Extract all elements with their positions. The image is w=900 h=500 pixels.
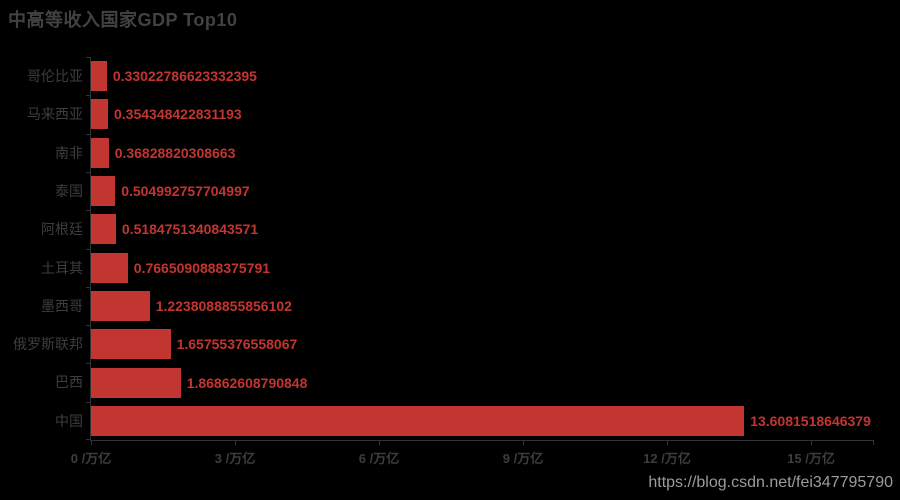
bar-value-label: 0.33022786623332395: [112, 68, 257, 85]
y-axis-tick: [86, 133, 91, 135]
bar-value-label: 0.354348422831193: [114, 106, 242, 123]
x-axis-tick: [523, 440, 524, 445]
y-axis-category-label: 巴西: [55, 374, 83, 391]
y-axis-tick: [86, 248, 91, 250]
y-axis-tick: [86, 286, 91, 288]
y-axis-tick: [86, 171, 91, 173]
x-axis-tick-label: 6 /万亿: [358, 451, 400, 466]
y-axis-category-label: 阿根廷: [41, 221, 83, 238]
y-axis-tick: [86, 95, 91, 97]
y-axis-tick: [86, 325, 91, 327]
y-axis-category-label: 俄罗斯联邦: [13, 336, 83, 353]
bar-value-label: 0.36828820308663: [114, 144, 236, 161]
x-axis-tick-label: 9 /万亿: [502, 451, 544, 466]
y-axis-category-label: 土耳其: [41, 259, 83, 276]
bar-南非[interactable]: [91, 137, 109, 168]
bar-value-label: 0.5184751340843571: [121, 221, 259, 238]
bar-马来西亚[interactable]: [91, 99, 108, 130]
x-axis-tick-label: 3 /万亿: [214, 451, 256, 466]
y-axis-category-label: 哥伦比亚: [27, 68, 83, 84]
bar-value-label: 1.65755376558067: [176, 336, 298, 353]
bar-哥伦比亚[interactable]: [91, 61, 107, 92]
y-axis-category-label: 墨西哥: [41, 297, 83, 314]
bar-巴西[interactable]: [91, 367, 181, 398]
y-axis-tick: [86, 210, 91, 212]
x-axis-tick: [811, 440, 812, 445]
bar-阿根廷[interactable]: [91, 214, 116, 245]
y-axis-tick: [86, 401, 91, 403]
y-axis-category-label: 马来西亚: [27, 106, 83, 123]
bar-土耳其[interactable]: [91, 252, 128, 283]
plot-area: 哥伦比亚 0.33022786623332395 马来西亚 0.35434842283…: [13, 57, 874, 466]
bar-泰国[interactable]: [91, 176, 116, 206]
y-axis-category-label: 南非: [55, 144, 83, 161]
bar-value-label: 1.86862608790848: [186, 374, 308, 391]
x-axis-tick-label: 0 /万亿: [70, 451, 112, 466]
x-axis-end-tick: [873, 440, 874, 445]
bar-中国[interactable]: [91, 405, 745, 436]
bar-value-label: 1.2238088855856102: [155, 297, 292, 314]
x-axis-tick: [379, 440, 380, 445]
bar-value-label: 13.6081518646379: [750, 412, 871, 429]
y-axis-tick: [86, 57, 91, 58]
x-axis-tick-label: 12 /万亿: [643, 451, 691, 466]
x-axis-tick: [667, 440, 668, 445]
watermark-url: https://blog.csdn.net/fei347795790: [648, 474, 893, 491]
y-axis-tick: [86, 439, 91, 440]
y-axis-category-label: 泰国: [55, 182, 83, 199]
bar-俄罗斯联邦[interactable]: [91, 329, 171, 360]
y-axis-tick: [86, 363, 91, 365]
x-axis-tick-label: 15 /万亿: [787, 451, 835, 466]
y-axis-category-label: 中国: [55, 412, 83, 429]
chart-title: 中高等收入国家GDP Top10: [8, 10, 238, 30]
bar-value-label: 0.504992757704997: [121, 183, 250, 199]
bar-value-label: 0.7665090888375791: [133, 259, 271, 276]
x-axis-tick: [91, 440, 92, 445]
bar-墨西哥[interactable]: [91, 290, 150, 321]
x-axis-tick: [235, 440, 236, 445]
